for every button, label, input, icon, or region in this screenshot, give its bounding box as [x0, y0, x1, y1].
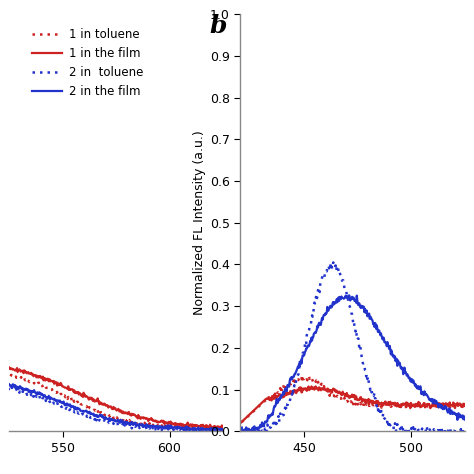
- Text: b: b: [209, 14, 227, 38]
- Y-axis label: Normalized FL Intensity (a.u.): Normalized FL Intensity (a.u.): [193, 130, 206, 315]
- Legend: 1 in toluene, 1 in the film, 2 in  toluene, 2 in the film: 1 in toluene, 1 in the film, 2 in toluen…: [32, 28, 144, 98]
